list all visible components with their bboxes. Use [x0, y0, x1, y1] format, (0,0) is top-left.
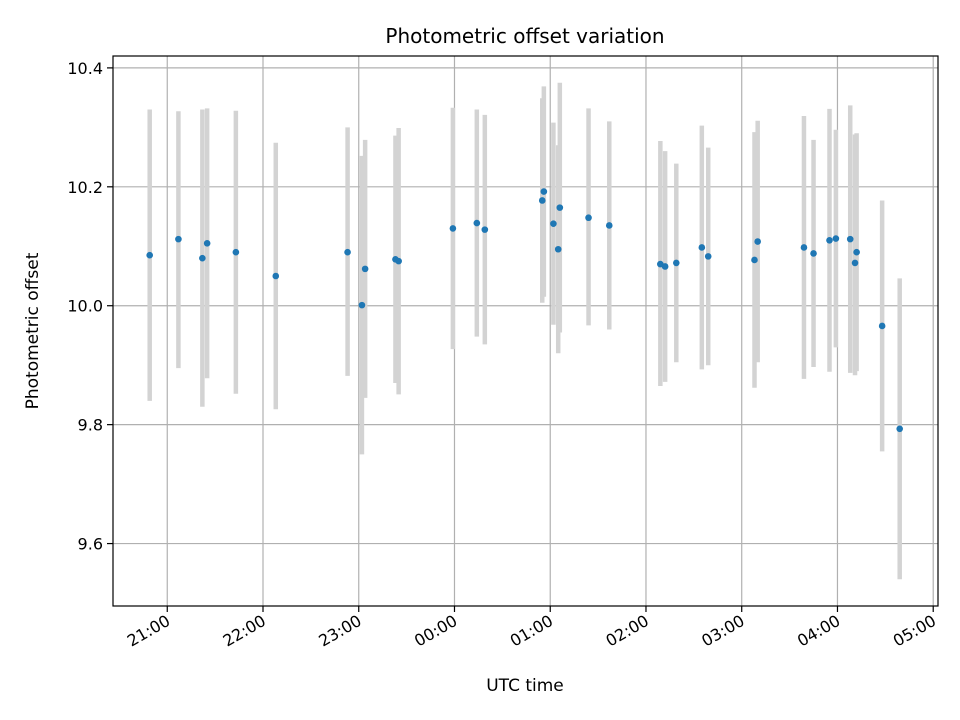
data-point [554, 245, 562, 253]
data-point [146, 251, 154, 259]
data-point [846, 235, 854, 243]
data-points [146, 188, 904, 433]
data-point [605, 222, 613, 229]
grid-lines [113, 56, 938, 606]
data-point [361, 265, 369, 273]
data-point [481, 226, 489, 233]
data-point [698, 244, 706, 251]
data-point [449, 225, 457, 232]
data-point [203, 239, 211, 247]
x-tick-label: 22:00 [220, 611, 269, 651]
x-tick-label: 21:00 [124, 611, 173, 651]
axis-ticks: 21:00 22:00 23:00 00:00 01:00 02:00 03:00 04:00… [67, 59, 939, 651]
y-tick-label: 10.4 [67, 59, 103, 78]
x-tick-label: 01:00 [507, 611, 556, 651]
x-tick-label: 04:00 [794, 611, 843, 651]
data-point [199, 254, 206, 262]
y-tick-label: 9.8 [78, 416, 103, 435]
y-tick-label: 9.6 [78, 535, 103, 554]
data-point [232, 248, 240, 256]
y-tick-label: 10.2 [67, 178, 103, 197]
data-point [800, 244, 808, 251]
x-tick-label: 02:00 [603, 611, 652, 651]
data-point [538, 197, 546, 204]
data-point [704, 253, 712, 260]
data-point [896, 425, 904, 433]
data-point [540, 188, 548, 195]
data-point [556, 204, 564, 211]
data-point [672, 259, 680, 267]
x-tick-label: 05:00 [890, 611, 939, 651]
data-point [853, 248, 860, 256]
data-point [585, 214, 592, 222]
data-point [272, 272, 280, 280]
error-bars [147, 82, 902, 580]
data-point [810, 250, 817, 257]
data-point [550, 220, 557, 227]
data-point [878, 322, 886, 330]
data-point [826, 237, 833, 244]
data-point [473, 219, 481, 227]
x-tick-label: 23:00 [315, 611, 364, 651]
y-axis-label: Photometric offset [23, 252, 43, 409]
data-point [344, 248, 351, 256]
data-point [661, 263, 669, 270]
data-point [751, 256, 758, 264]
data-point [832, 235, 840, 242]
data-point [395, 257, 402, 265]
data-point [851, 259, 859, 267]
x-axis-label: UTC time [486, 676, 564, 696]
chart-title: Photometric offset variation [385, 24, 664, 48]
data-point [175, 235, 182, 243]
x-tick-label: 03:00 [698, 611, 747, 651]
data-point [754, 238, 761, 245]
plot-frame [112, 55, 939, 607]
y-tick-label: 10.0 [67, 297, 103, 316]
data-point [358, 301, 366, 309]
x-tick-label: 00:00 [411, 611, 460, 651]
